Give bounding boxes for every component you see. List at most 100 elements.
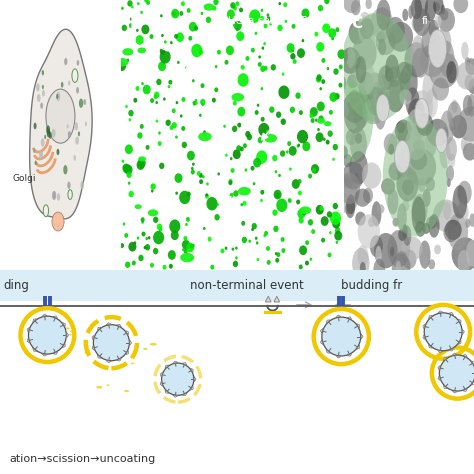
Circle shape — [68, 190, 72, 200]
Circle shape — [206, 182, 209, 185]
Circle shape — [243, 201, 246, 206]
Circle shape — [203, 130, 206, 134]
Circle shape — [282, 73, 284, 76]
Circle shape — [230, 157, 233, 160]
Ellipse shape — [420, 44, 445, 77]
Circle shape — [39, 151, 43, 160]
Ellipse shape — [344, 50, 348, 62]
Circle shape — [261, 9, 264, 12]
Polygon shape — [449, 348, 454, 351]
Polygon shape — [458, 340, 461, 345]
Circle shape — [157, 224, 162, 230]
Polygon shape — [182, 393, 187, 396]
Circle shape — [256, 150, 267, 164]
Ellipse shape — [425, 126, 437, 157]
Circle shape — [127, 172, 132, 178]
Circle shape — [220, 248, 225, 254]
Ellipse shape — [370, 235, 383, 257]
Circle shape — [230, 168, 235, 173]
Ellipse shape — [408, 99, 425, 123]
Ellipse shape — [375, 28, 396, 55]
Circle shape — [130, 18, 132, 21]
Circle shape — [329, 92, 337, 102]
Circle shape — [201, 12, 203, 15]
Circle shape — [232, 126, 237, 132]
Ellipse shape — [368, 95, 374, 110]
Polygon shape — [274, 296, 280, 302]
Circle shape — [276, 192, 279, 196]
Circle shape — [240, 203, 243, 206]
Ellipse shape — [384, 133, 398, 154]
Polygon shape — [428, 345, 432, 348]
Circle shape — [258, 62, 262, 67]
Circle shape — [230, 2, 236, 9]
Circle shape — [327, 67, 329, 70]
Ellipse shape — [439, 41, 455, 77]
Circle shape — [235, 246, 237, 250]
Ellipse shape — [396, 25, 403, 34]
Ellipse shape — [356, 56, 366, 83]
Circle shape — [183, 236, 187, 241]
Circle shape — [394, 140, 410, 173]
Ellipse shape — [452, 237, 474, 271]
Circle shape — [297, 130, 308, 143]
Circle shape — [179, 191, 190, 204]
Text: Golgi: Golgi — [12, 174, 36, 183]
Circle shape — [280, 150, 285, 157]
Circle shape — [292, 49, 294, 52]
Ellipse shape — [383, 115, 448, 237]
Circle shape — [235, 1, 239, 6]
Ellipse shape — [387, 189, 398, 214]
Circle shape — [191, 167, 194, 170]
Polygon shape — [320, 340, 323, 345]
Circle shape — [141, 217, 145, 222]
Circle shape — [47, 129, 50, 137]
Circle shape — [228, 179, 233, 184]
Circle shape — [314, 32, 319, 36]
Circle shape — [318, 5, 323, 11]
Circle shape — [187, 191, 191, 196]
Circle shape — [146, 0, 150, 5]
Circle shape — [237, 73, 249, 87]
Circle shape — [329, 110, 333, 115]
Circle shape — [122, 164, 130, 173]
Circle shape — [168, 80, 173, 85]
Circle shape — [292, 179, 300, 189]
Circle shape — [251, 48, 255, 53]
Text: ation→scission→uncoating: ation→scission→uncoating — [9, 454, 156, 464]
Ellipse shape — [433, 200, 459, 232]
Circle shape — [217, 50, 221, 55]
Ellipse shape — [461, 138, 467, 151]
Circle shape — [275, 252, 277, 255]
Ellipse shape — [386, 17, 405, 44]
Polygon shape — [194, 377, 196, 382]
Circle shape — [436, 128, 447, 153]
Polygon shape — [463, 389, 467, 392]
Circle shape — [226, 46, 234, 55]
Ellipse shape — [348, 90, 360, 105]
Circle shape — [78, 131, 80, 137]
Ellipse shape — [434, 245, 441, 255]
Ellipse shape — [338, 178, 358, 214]
Circle shape — [264, 234, 266, 237]
Text: C: C — [351, 16, 363, 31]
Ellipse shape — [448, 154, 456, 168]
Circle shape — [247, 134, 252, 140]
Polygon shape — [42, 314, 47, 316]
Ellipse shape — [317, 118, 325, 124]
Polygon shape — [452, 391, 457, 393]
Circle shape — [246, 56, 249, 61]
Ellipse shape — [419, 240, 430, 269]
Circle shape — [191, 44, 202, 57]
Ellipse shape — [428, 214, 439, 237]
Circle shape — [299, 217, 304, 224]
Circle shape — [321, 216, 328, 226]
Ellipse shape — [436, 55, 441, 64]
Circle shape — [439, 355, 474, 391]
Ellipse shape — [392, 218, 399, 227]
Circle shape — [49, 132, 52, 139]
Circle shape — [192, 100, 197, 106]
Circle shape — [275, 193, 279, 198]
Circle shape — [195, 101, 198, 105]
Circle shape — [205, 194, 209, 199]
